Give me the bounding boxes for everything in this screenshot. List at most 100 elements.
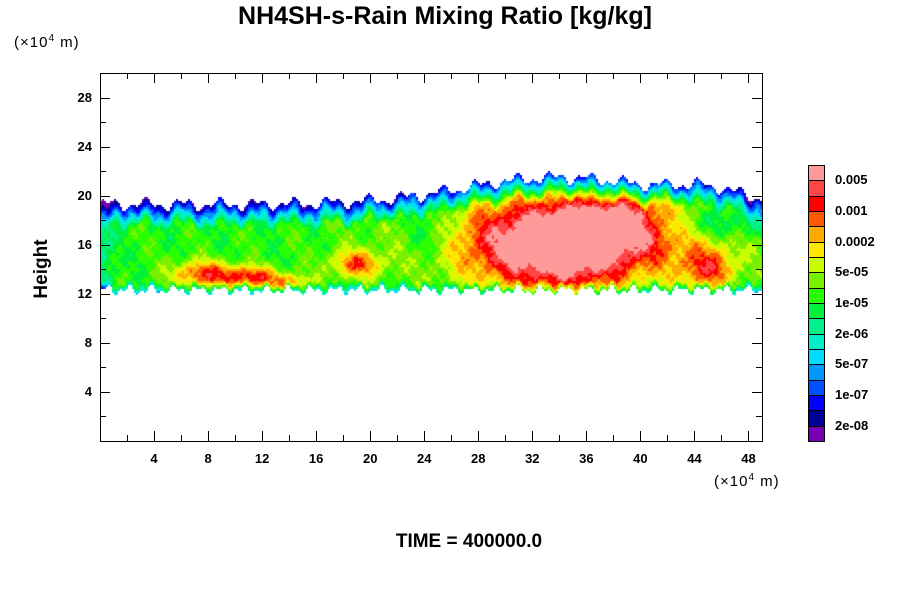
- colorbar-swatch: [808, 394, 825, 412]
- colorbar-swatch: [808, 241, 825, 258]
- x-tick: [667, 435, 668, 441]
- x-tick-label: 32: [525, 451, 540, 466]
- x-tick: [559, 435, 560, 441]
- x-unit-suffix: m): [755, 473, 780, 490]
- y-unit-exp: 4: [48, 33, 56, 44]
- chart-title: NH4SH-s-Rain Mixing Ratio [kg/kg]: [238, 2, 652, 30]
- colorbar-swatch: [808, 425, 825, 442]
- y-axis-label: Height: [31, 239, 52, 299]
- x-tick-top: [667, 73, 668, 79]
- time-label: TIME = 400000.0: [395, 531, 543, 552]
- x-tick-label: 40: [633, 451, 648, 466]
- x-tick-top: [559, 73, 560, 79]
- colorbar-swatch: [808, 287, 825, 304]
- colorbar-label: 0.005: [835, 172, 868, 188]
- colorbar-label: 2e-08: [835, 417, 869, 433]
- x-tick: [478, 431, 479, 441]
- y-unit-prefix: (×10: [14, 34, 49, 51]
- x-tick: [532, 431, 533, 441]
- x-tick: [370, 431, 371, 441]
- y-tick-right: [752, 196, 762, 197]
- colorbar-label: 5e-05: [835, 264, 869, 280]
- y-tick-label: 12: [77, 285, 92, 301]
- colorbar-swatch: [808, 272, 825, 289]
- x-tick-label: 4: [150, 451, 158, 466]
- x-tick-top: [154, 73, 155, 83]
- y-tick-right: [756, 220, 762, 221]
- y-tick: [100, 220, 106, 221]
- x-tick: [424, 431, 425, 441]
- y-tick-right: [752, 98, 762, 99]
- colorbar-swatch: [808, 256, 825, 274]
- x-tick-top: [532, 73, 533, 83]
- colorbar-swatch: [808, 165, 825, 182]
- x-tick-top: [316, 73, 317, 83]
- x-tick-label: 36: [579, 451, 594, 466]
- x-tick-label: 12: [254, 451, 270, 466]
- y-tick-right: [752, 245, 762, 246]
- x-tick-top: [397, 73, 398, 79]
- y-tick-label: 4: [84, 383, 92, 399]
- x-tick: [154, 431, 155, 441]
- x-tick-top: [208, 73, 209, 83]
- colorbar-label: 5e-07: [835, 356, 869, 372]
- plot-frame: [100, 73, 763, 442]
- colorbar-swatch: [808, 180, 825, 197]
- y-tick-right: [756, 416, 762, 417]
- x-tick: [208, 431, 209, 441]
- x-tick-label: 8: [204, 451, 212, 466]
- x-tick-top: [370, 73, 371, 83]
- y-tick-right: [752, 147, 762, 148]
- colorbar-swatch: [808, 210, 825, 228]
- y-tick: [100, 245, 110, 246]
- x-tick: [613, 435, 614, 441]
- colorbar-swatch: [808, 226, 825, 243]
- x-tick-label: 44: [687, 451, 702, 466]
- x-tick: [316, 431, 317, 441]
- x-tick-top: [613, 73, 614, 79]
- x-tick-top: [262, 73, 263, 83]
- y-tick: [100, 171, 106, 172]
- x-tick-top: [721, 73, 722, 79]
- x-tick: [586, 431, 587, 441]
- x-tick-label: 28: [471, 451, 486, 466]
- colorbar-swatch: [808, 348, 825, 366]
- x-tick-top: [289, 73, 290, 79]
- x-tick: [397, 435, 398, 441]
- y-tick: [100, 367, 106, 368]
- y-tick-label: 24: [77, 138, 92, 154]
- colorbar-label: 0.0002: [835, 233, 875, 249]
- x-tick: [127, 435, 128, 441]
- contour-field: [100, 73, 762, 441]
- x-tick-label: 48: [741, 451, 756, 466]
- x-tick-top: [640, 73, 641, 83]
- y-tick-label: 16: [77, 236, 92, 252]
- colorbar-swatch: [808, 410, 825, 427]
- y-tick-right: [756, 171, 762, 172]
- x-tick-top: [694, 73, 695, 83]
- colorbar-label: 2e-06: [835, 325, 869, 341]
- x-tick-label: 16: [308, 451, 324, 466]
- y-tick-right: [756, 269, 762, 270]
- colorbar-label: 0.001: [835, 202, 868, 218]
- colorbar-swatch: [808, 302, 825, 320]
- y-tick: [100, 269, 106, 270]
- x-tick: [451, 435, 452, 441]
- x-tick: [262, 431, 263, 441]
- x-tick-top: [505, 73, 506, 79]
- y-tick: [100, 122, 106, 123]
- y-unit-suffix: m): [55, 34, 80, 51]
- y-tick-right: [756, 318, 762, 319]
- x-tick: [640, 431, 641, 441]
- x-tick-top: [127, 73, 128, 79]
- x-tick-top: [748, 73, 749, 83]
- colorbar-swatch: [808, 364, 825, 381]
- y-tick-label: 8: [84, 334, 92, 350]
- colorbar-swatch: [808, 318, 825, 335]
- x-tick-top: [235, 73, 236, 79]
- y-tick: [100, 318, 106, 319]
- colorbar-label: 1e-07: [835, 386, 869, 402]
- x-tick-top: [586, 73, 587, 83]
- y-tick: [100, 416, 106, 417]
- x-tick-label: 20: [362, 451, 378, 466]
